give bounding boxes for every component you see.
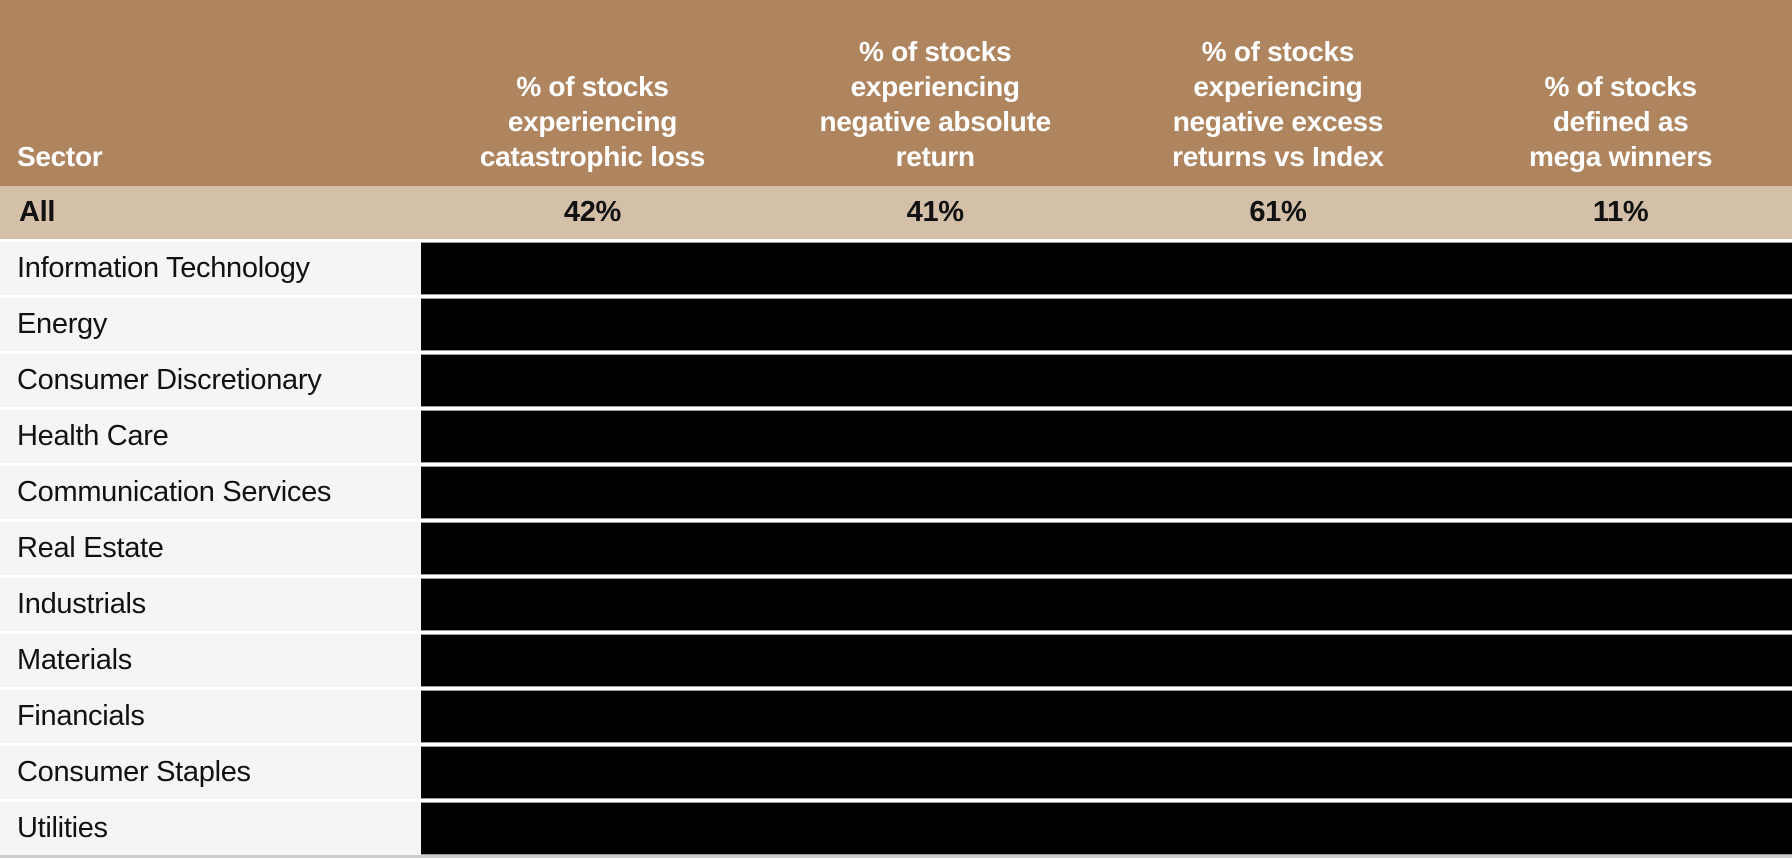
sector-row: Communication Services xyxy=(0,466,1792,519)
sector-row: Financials xyxy=(0,690,1792,743)
redacted-data-cell xyxy=(421,802,1792,855)
redacted-data-cell xyxy=(421,298,1792,351)
summary-row-label: All xyxy=(19,196,56,228)
redacted-data-cell xyxy=(421,242,1792,295)
sector-row: Energy xyxy=(0,298,1792,351)
header-cell-negative-absolute-return: % of stocks experiencing negative absolu… xyxy=(819,36,1051,172)
header-row: Sector % of stocks experiencing catastro… xyxy=(0,0,1792,186)
redacted-data-cell xyxy=(421,354,1792,407)
sector-name: Information Technology xyxy=(0,242,422,295)
sector-name: Energy xyxy=(0,298,422,351)
header-cell-catastrophic-loss: % of stocks experiencing catastrophic lo… xyxy=(479,71,706,172)
redacted-data-cell xyxy=(421,466,1792,519)
header-cell-mega-winners: % of stocks defined as mega winners xyxy=(1529,71,1713,172)
sector-row: Health Care xyxy=(0,410,1792,463)
sector-name: Real Estate xyxy=(0,522,422,575)
sector-name: Materials xyxy=(0,634,422,687)
sector-row: Real Estate xyxy=(0,522,1792,575)
sector-name: Industrials xyxy=(0,578,422,631)
sector-row: Consumer Staples xyxy=(0,746,1792,799)
redacted-data-cell xyxy=(421,578,1792,631)
redacted-data-cell xyxy=(421,746,1792,799)
sector-row: Information Technology xyxy=(0,242,1792,295)
sector-name: Consumer Discretionary xyxy=(0,354,422,407)
summary-value-negative-excess-returns: 61% xyxy=(1249,196,1307,228)
sector-rows-body: Information Technology Energy Consumer D… xyxy=(0,242,1792,855)
redacted-data-cell xyxy=(421,522,1792,575)
redacted-data-cell xyxy=(421,410,1792,463)
sector-row: Consumer Discretionary xyxy=(0,354,1792,407)
sector-name: Health Care xyxy=(0,410,422,463)
summary-row-all: All 42% 41% 61% 11% xyxy=(0,186,1792,239)
summary-value-catastrophic-loss: 42% xyxy=(563,196,622,228)
sector-row: Materials xyxy=(0,634,1792,687)
summary-value-negative-absolute-return: 41% xyxy=(906,196,964,228)
summary-value-mega-winners: 11% xyxy=(1592,196,1649,228)
sector-name: Consumer Staples xyxy=(0,746,422,799)
sector-name: Communication Services xyxy=(0,466,422,519)
redacted-data-cell xyxy=(421,634,1792,687)
sector-row: Utilities xyxy=(0,802,1792,855)
sector-row: Industrials xyxy=(0,578,1792,631)
header-cell-sector: Sector xyxy=(17,141,103,172)
table-bottom-border xyxy=(0,855,1792,858)
header-cell-negative-excess-returns: % of stocks experiencing negative excess… xyxy=(1172,36,1384,172)
redacted-data-cell xyxy=(421,690,1792,743)
sector-name: Utilities xyxy=(0,802,422,855)
sector-name: Financials xyxy=(0,690,422,743)
